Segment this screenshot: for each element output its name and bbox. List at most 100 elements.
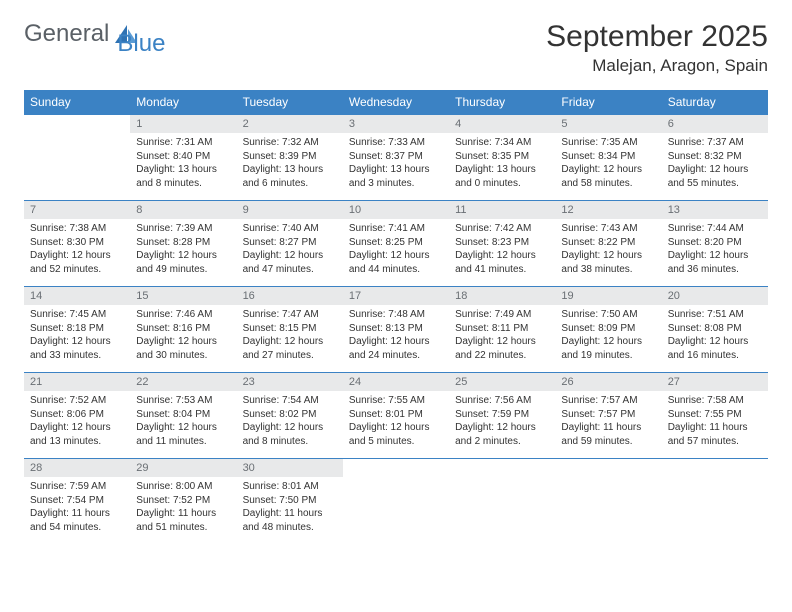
daylight-text: Daylight: 12 hours and 38 minutes. — [561, 249, 655, 276]
day-details: Sunrise: 8:01 AMSunset: 7:50 PMDaylight:… — [237, 477, 343, 544]
sunset-text: Sunset: 8:09 PM — [561, 322, 655, 336]
daylight-text: Daylight: 11 hours and 51 minutes. — [136, 507, 230, 534]
daylight-text: Daylight: 12 hours and 11 minutes. — [136, 421, 230, 448]
sunrise-text: Sunrise: 7:42 AM — [455, 222, 549, 236]
day-number: 7 — [24, 201, 130, 219]
sunrise-text: Sunrise: 7:57 AM — [561, 394, 655, 408]
day-details: Sunrise: 7:51 AMSunset: 8:08 PMDaylight:… — [662, 305, 768, 372]
day-number: 18 — [449, 287, 555, 305]
sunrise-text: Sunrise: 7:59 AM — [30, 480, 124, 494]
day-details: Sunrise: 7:55 AMSunset: 8:01 PMDaylight:… — [343, 391, 449, 458]
calendar-day-cell: 8Sunrise: 7:39 AMSunset: 8:28 PMDaylight… — [130, 201, 236, 287]
calendar-day-cell: 17Sunrise: 7:48 AMSunset: 8:13 PMDayligh… — [343, 287, 449, 373]
calendar-day-cell: 20Sunrise: 7:51 AMSunset: 8:08 PMDayligh… — [662, 287, 768, 373]
daylight-text: Daylight: 13 hours and 3 minutes. — [349, 163, 443, 190]
sunrise-text: Sunrise: 7:56 AM — [455, 394, 549, 408]
weekday-header: Sunday — [24, 90, 130, 115]
calendar-day-cell: 12Sunrise: 7:43 AMSunset: 8:22 PMDayligh… — [555, 201, 661, 287]
daylight-text: Daylight: 12 hours and 44 minutes. — [349, 249, 443, 276]
daylight-text: Daylight: 12 hours and 41 minutes. — [455, 249, 549, 276]
calendar-week-row: 28Sunrise: 7:59 AMSunset: 7:54 PMDayligh… — [24, 459, 768, 549]
day-number: 6 — [662, 115, 768, 133]
calendar-week-row: 21Sunrise: 7:52 AMSunset: 8:06 PMDayligh… — [24, 373, 768, 459]
sunrise-text: Sunrise: 7:31 AM — [136, 136, 230, 150]
daylight-text: Daylight: 12 hours and 30 minutes. — [136, 335, 230, 362]
sunset-text: Sunset: 8:11 PM — [455, 322, 549, 336]
calendar-day-cell: 10Sunrise: 7:41 AMSunset: 8:25 PMDayligh… — [343, 201, 449, 287]
calendar-day-cell: 2Sunrise: 7:32 AMSunset: 8:39 PMDaylight… — [237, 115, 343, 201]
sunrise-text: Sunrise: 7:45 AM — [30, 308, 124, 322]
sunset-text: Sunset: 8:27 PM — [243, 236, 337, 250]
sunset-text: Sunset: 8:13 PM — [349, 322, 443, 336]
weekday-header: Monday — [130, 90, 236, 115]
calendar-table: Sunday Monday Tuesday Wednesday Thursday… — [24, 90, 768, 548]
day-details: Sunrise: 7:42 AMSunset: 8:23 PMDaylight:… — [449, 219, 555, 286]
day-number: 30 — [237, 459, 343, 477]
daylight-text: Daylight: 12 hours and 13 minutes. — [30, 421, 124, 448]
day-details: Sunrise: 7:53 AMSunset: 8:04 PMDaylight:… — [130, 391, 236, 458]
location: Malejan, Aragon, Spain — [546, 56, 768, 76]
daylight-text: Daylight: 12 hours and 52 minutes. — [30, 249, 124, 276]
daylight-text: Daylight: 12 hours and 5 minutes. — [349, 421, 443, 448]
daylight-text: Daylight: 11 hours and 48 minutes. — [243, 507, 337, 534]
calendar-day-cell: 26Sunrise: 7:57 AMSunset: 7:57 PMDayligh… — [555, 373, 661, 459]
calendar-day-cell: 11Sunrise: 7:42 AMSunset: 8:23 PMDayligh… — [449, 201, 555, 287]
calendar-day-cell: 27Sunrise: 7:58 AMSunset: 7:55 PMDayligh… — [662, 373, 768, 459]
brand-logo: General Blue — [24, 20, 187, 48]
sunrise-text: Sunrise: 7:35 AM — [561, 136, 655, 150]
day-number: 10 — [343, 201, 449, 219]
weekday-header-row: Sunday Monday Tuesday Wednesday Thursday… — [24, 90, 768, 115]
day-details: Sunrise: 7:43 AMSunset: 8:22 PMDaylight:… — [555, 219, 661, 286]
calendar-week-row: 14Sunrise: 7:45 AMSunset: 8:18 PMDayligh… — [24, 287, 768, 373]
sunrise-text: Sunrise: 7:40 AM — [243, 222, 337, 236]
day-details: Sunrise: 7:48 AMSunset: 8:13 PMDaylight:… — [343, 305, 449, 372]
sunrise-text: Sunrise: 7:50 AM — [561, 308, 655, 322]
daylight-text: Daylight: 12 hours and 16 minutes. — [668, 335, 762, 362]
calendar-day-cell: 13Sunrise: 7:44 AMSunset: 8:20 PMDayligh… — [662, 201, 768, 287]
day-number: 1 — [130, 115, 236, 133]
day-number: 13 — [662, 201, 768, 219]
calendar-day-cell — [555, 459, 661, 549]
daylight-text: Daylight: 12 hours and 36 minutes. — [668, 249, 762, 276]
daylight-text: Daylight: 11 hours and 57 minutes. — [668, 421, 762, 448]
sunset-text: Sunset: 7:55 PM — [668, 408, 762, 422]
calendar-day-cell: 23Sunrise: 7:54 AMSunset: 8:02 PMDayligh… — [237, 373, 343, 459]
sunset-text: Sunset: 8:40 PM — [136, 150, 230, 164]
day-details: Sunrise: 7:47 AMSunset: 8:15 PMDaylight:… — [237, 305, 343, 372]
sunrise-text: Sunrise: 7:46 AM — [136, 308, 230, 322]
daylight-text: Daylight: 12 hours and 47 minutes. — [243, 249, 337, 276]
calendar-day-cell — [662, 459, 768, 549]
day-details: Sunrise: 7:59 AMSunset: 7:54 PMDaylight:… — [24, 477, 130, 544]
day-details: Sunrise: 7:45 AMSunset: 8:18 PMDaylight:… — [24, 305, 130, 372]
sunset-text: Sunset: 7:52 PM — [136, 494, 230, 508]
daylight-text: Daylight: 12 hours and 24 minutes. — [349, 335, 443, 362]
sunset-text: Sunset: 7:59 PM — [455, 408, 549, 422]
daylight-text: Daylight: 12 hours and 22 minutes. — [455, 335, 549, 362]
sunset-text: Sunset: 8:01 PM — [349, 408, 443, 422]
daylight-text: Daylight: 12 hours and 27 minutes. — [243, 335, 337, 362]
sunset-text: Sunset: 8:22 PM — [561, 236, 655, 250]
sunset-text: Sunset: 7:57 PM — [561, 408, 655, 422]
sunrise-text: Sunrise: 8:00 AM — [136, 480, 230, 494]
day-number: 17 — [343, 287, 449, 305]
day-number: 20 — [662, 287, 768, 305]
day-details: Sunrise: 7:32 AMSunset: 8:39 PMDaylight:… — [237, 133, 343, 200]
weekday-header: Saturday — [662, 90, 768, 115]
calendar-day-cell: 30Sunrise: 8:01 AMSunset: 7:50 PMDayligh… — [237, 459, 343, 549]
daylight-text: Daylight: 13 hours and 0 minutes. — [455, 163, 549, 190]
calendar-day-cell: 1Sunrise: 7:31 AMSunset: 8:40 PMDaylight… — [130, 115, 236, 201]
day-details: Sunrise: 7:49 AMSunset: 8:11 PMDaylight:… — [449, 305, 555, 372]
day-details: Sunrise: 7:46 AMSunset: 8:16 PMDaylight:… — [130, 305, 236, 372]
day-details: Sunrise: 7:54 AMSunset: 8:02 PMDaylight:… — [237, 391, 343, 458]
calendar-day-cell — [449, 459, 555, 549]
sunset-text: Sunset: 8:35 PM — [455, 150, 549, 164]
day-number: 4 — [449, 115, 555, 133]
sunset-text: Sunset: 8:34 PM — [561, 150, 655, 164]
calendar-day-cell: 6Sunrise: 7:37 AMSunset: 8:32 PMDaylight… — [662, 115, 768, 201]
calendar-day-cell: 9Sunrise: 7:40 AMSunset: 8:27 PMDaylight… — [237, 201, 343, 287]
day-details: Sunrise: 7:57 AMSunset: 7:57 PMDaylight:… — [555, 391, 661, 458]
calendar-day-cell: 21Sunrise: 7:52 AMSunset: 8:06 PMDayligh… — [24, 373, 130, 459]
daylight-text: Daylight: 12 hours and 33 minutes. — [30, 335, 124, 362]
day-number: 14 — [24, 287, 130, 305]
day-number: 5 — [555, 115, 661, 133]
